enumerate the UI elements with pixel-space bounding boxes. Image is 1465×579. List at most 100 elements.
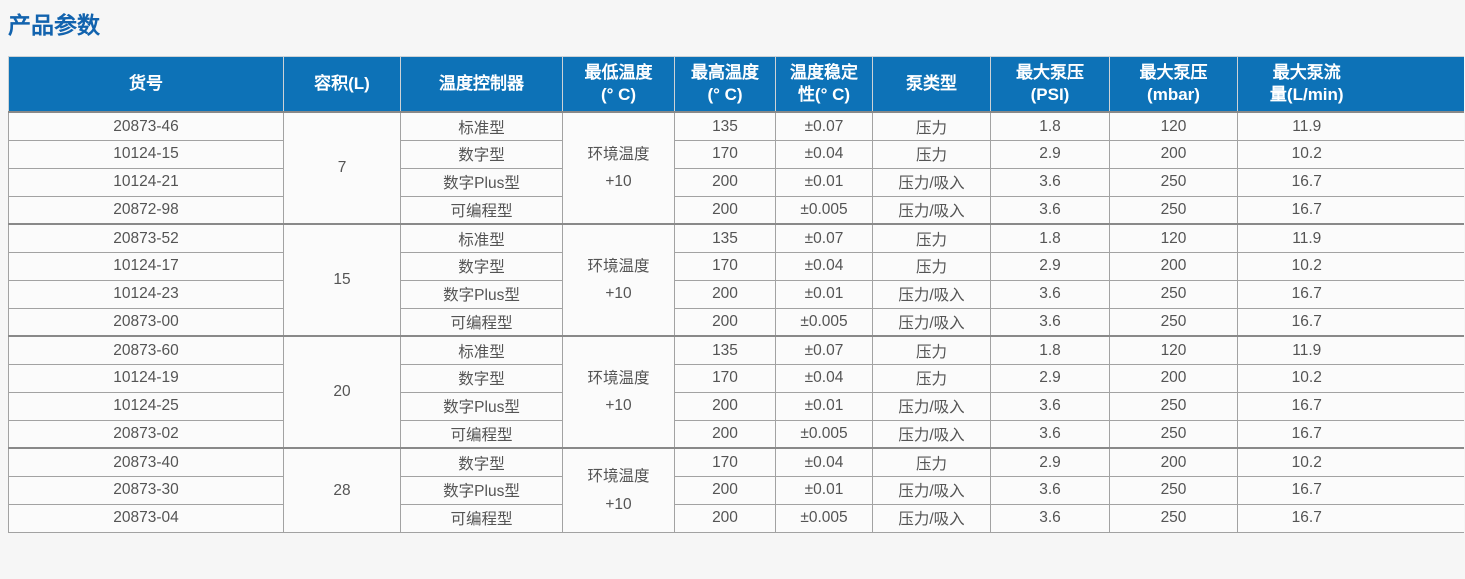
table-row: 10124-23 数字Plus型 200 ±0.01 压力/吸入 3.6 250 16.7 [8,279,1464,309]
cell-mbar: 200 [1109,251,1238,281]
cell-flow: 16.7 [1237,475,1464,505]
table-header-row: 货号 容积(L) 温度控制器 最低温度 (° C) 最高温度 (° C) 温度稳定 性(°… [8,55,1464,113]
cell-stability: ±0.04 [775,251,873,281]
cell-stability: ±0.07 [775,111,873,141]
cell-psi: 2.9 [990,251,1110,281]
cell-stability: ±0.07 [775,335,873,365]
column-header-stability: 温度稳定 性(° C) [775,55,873,113]
cell-max_temp: 200 [674,279,776,309]
cell-mbar: 250 [1109,503,1238,533]
cell-controller: 标准型 [400,111,563,141]
cell-max_temp: 200 [674,391,776,421]
cell-mbar: 250 [1109,391,1238,421]
cell-stability: ±0.005 [775,503,873,533]
cell-volume-merged: 7 [283,111,401,225]
column-header-flow: 最大泵流 量(L/min) [1237,55,1464,113]
cell-flow: 10.2 [1237,251,1464,281]
cell-psi: 1.8 [990,111,1110,141]
cell-item: 10124-15 [8,139,284,169]
cell-pump_type: 压力 [872,335,991,365]
cell-item: 20873-46 [8,111,284,141]
page-title: 产品参数 [8,12,100,38]
cell-stability: ±0.01 [775,475,873,505]
table-row: 20873-40 28 数字型 环境温度 +10 170 ±0.04 压力 2.9 200 10.… [8,447,1464,533]
cell-item: 20872-98 [8,195,284,225]
cell-flow: 10.2 [1237,363,1464,393]
cell-pump_type: 压力/吸入 [872,279,991,309]
cell-max_temp: 200 [674,503,776,533]
cell-stability: ±0.005 [775,419,873,449]
cell-controller: 数字Plus型 [400,167,563,197]
table-group-7L: 20873-46 7 标准型 环境温度 +10 135 ±0.07 压力 1.8 120 11.9… [8,111,1464,225]
cell-item: 20873-30 [8,475,284,505]
cell-mbar: 250 [1109,419,1238,449]
cell-controller: 可编程型 [400,307,563,337]
table-header: 货号 容积(L) 温度控制器 最低温度 (° C) 最高温度 (° C) 温度稳定 性(°… [8,55,1464,113]
cell-flow: 16.7 [1237,279,1464,309]
cell-item: 10124-21 [8,167,284,197]
cell-stability: ±0.07 [775,223,873,253]
cell-max_temp: 200 [674,475,776,505]
cell-pump_type: 压力/吸入 [872,195,991,225]
cell-controller: 数字Plus型 [400,391,563,421]
cell-psi: 1.8 [990,223,1110,253]
cell-controller: 可编程型 [400,503,563,533]
cell-item: 20873-52 [8,223,284,253]
table-row: 20872-98 可编程型 200 ±0.005 压力/吸入 3.6 250 16.7 [8,195,1464,225]
cell-stability: ±0.04 [775,363,873,393]
cell-item: 10124-23 [8,279,284,309]
table-row: 20873-60 20 标准型 环境温度 +10 135 ±0.07 压力 1.8 120 11.… [8,335,1464,449]
cell-pump_type: 压力/吸入 [872,167,991,197]
cell-controller: 数字型 [400,363,563,393]
table-row: 20873-30 数字Plus型 200 ±0.01 压力/吸入 3.6 250 16.7 [8,475,1464,505]
cell-psi: 2.9 [990,363,1110,393]
cell-pump_type: 压力/吸入 [872,503,991,533]
cell-psi: 3.6 [990,475,1110,505]
column-header-mbar: 最大泵压 (mbar) [1109,55,1238,113]
cell-min-temp-merged: 环境温度 +10 [562,111,675,225]
cell-mbar: 200 [1109,363,1238,393]
cell-flow: 10.2 [1237,447,1464,477]
cell-psi: 2.9 [990,447,1110,477]
cell-min-temp-merged: 环境温度 +10 [562,223,675,337]
cell-psi: 3.6 [990,167,1110,197]
table-row: 10124-15 数字型 170 ±0.04 压力 2.9 200 10.2 [8,139,1464,169]
cell-psi: 3.6 [990,195,1110,225]
column-header-psi: 最大泵压 (PSI) [990,55,1110,113]
cell-pump_type: 压力/吸入 [872,307,991,337]
cell-psi: 3.6 [990,307,1110,337]
cell-flow: 16.7 [1237,419,1464,449]
cell-pump_type: 压力/吸入 [872,391,991,421]
cell-item: 20873-04 [8,503,284,533]
cell-min-temp-merged: 环境温度 +10 [562,447,675,533]
cell-psi: 3.6 [990,279,1110,309]
cell-max_temp: 135 [674,223,776,253]
table-row: 20873-02 可编程型 200 ±0.005 压力/吸入 3.6 250 16.7 [8,419,1464,449]
cell-stability: ±0.01 [775,391,873,421]
cell-mbar: 200 [1109,139,1238,169]
cell-pump_type: 压力 [872,111,991,141]
column-header-min_temp: 最低温度 (° C) [562,55,675,113]
table-row: 10124-21 数字Plus型 200 ±0.01 压力/吸入 3.6 250 16.7 [8,167,1464,197]
cell-controller: 标准型 [400,223,563,253]
cell-max_temp: 135 [674,335,776,365]
cell-pump_type: 压力 [872,447,991,477]
cell-max_temp: 135 [674,111,776,141]
table-row: 10124-17 数字型 170 ±0.04 压力 2.9 200 10.2 [8,251,1464,281]
column-header-item: 货号 [8,55,284,113]
table-row: 20873-46 7 标准型 环境温度 +10 135 ±0.07 压力 1.8 120 11.9 [8,111,1464,225]
cell-max_temp: 170 [674,139,776,169]
cell-mbar: 120 [1109,223,1238,253]
cell-mbar: 250 [1109,307,1238,337]
cell-item: 20873-60 [8,335,284,365]
cell-mbar: 120 [1109,111,1238,141]
cell-psi: 2.9 [990,139,1110,169]
cell-pump_type: 压力 [872,223,991,253]
cell-psi: 1.8 [990,335,1110,365]
cell-volume-merged: 28 [283,447,401,533]
cell-flow: 16.7 [1237,307,1464,337]
cell-flow: 16.7 [1237,195,1464,225]
cell-flow: 10.2 [1237,139,1464,169]
cell-pump_type: 压力 [872,363,991,393]
cell-item: 10124-19 [8,363,284,393]
